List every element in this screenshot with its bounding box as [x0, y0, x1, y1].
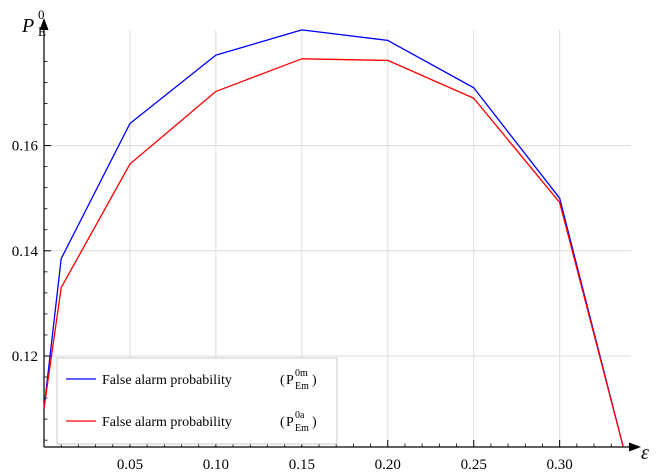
legend-box: [56, 357, 338, 445]
y-axis-title-subscript: E: [38, 24, 46, 39]
legend-label: False alarm probability: [102, 373, 232, 388]
x-tick-label: 0.05: [117, 457, 143, 473]
x-axis-arrow: [629, 442, 641, 452]
legend-subscript: Em: [295, 423, 309, 434]
x-tick-label: 0.20: [375, 457, 401, 473]
legend-symbol: P: [286, 415, 294, 430]
legend-paren-open: (: [280, 415, 285, 430]
legend-paren-close: ): [312, 373, 317, 388]
grid: [44, 30, 631, 447]
y-tick-label: 0.16: [12, 139, 39, 155]
legend-paren-close: ): [312, 415, 317, 430]
y-tick-label: 0.12: [12, 349, 38, 365]
legend-superscript: 0a: [295, 410, 305, 421]
axis-labels: P E 0 ε: [21, 7, 649, 464]
y-axis-title-superscript: 0: [38, 7, 45, 22]
legend-symbol: P: [286, 373, 294, 388]
y-tick-label: 0.14: [12, 244, 39, 260]
x-axis-title: ε: [641, 442, 649, 464]
ticks: 0.05 0.10 0.15 0.20 0.25 0.30 0.12 0.14 0.16: [12, 61, 612, 473]
legend-label: False alarm probability: [102, 415, 232, 430]
x-tick-label: 0.10: [203, 457, 229, 473]
y-axis-title: P: [21, 15, 34, 37]
y-axis-arrow: [39, 18, 49, 30]
legend-subscript: Em: [295, 381, 309, 392]
legend-paren-open: (: [280, 373, 285, 388]
x-tick-label: 0.15: [289, 457, 315, 473]
x-tick-label: 0.30: [547, 457, 573, 473]
series-group: [43, 29, 624, 448]
legend-superscript: 0m: [295, 368, 308, 379]
x-tick-label: 0.25: [461, 457, 487, 473]
